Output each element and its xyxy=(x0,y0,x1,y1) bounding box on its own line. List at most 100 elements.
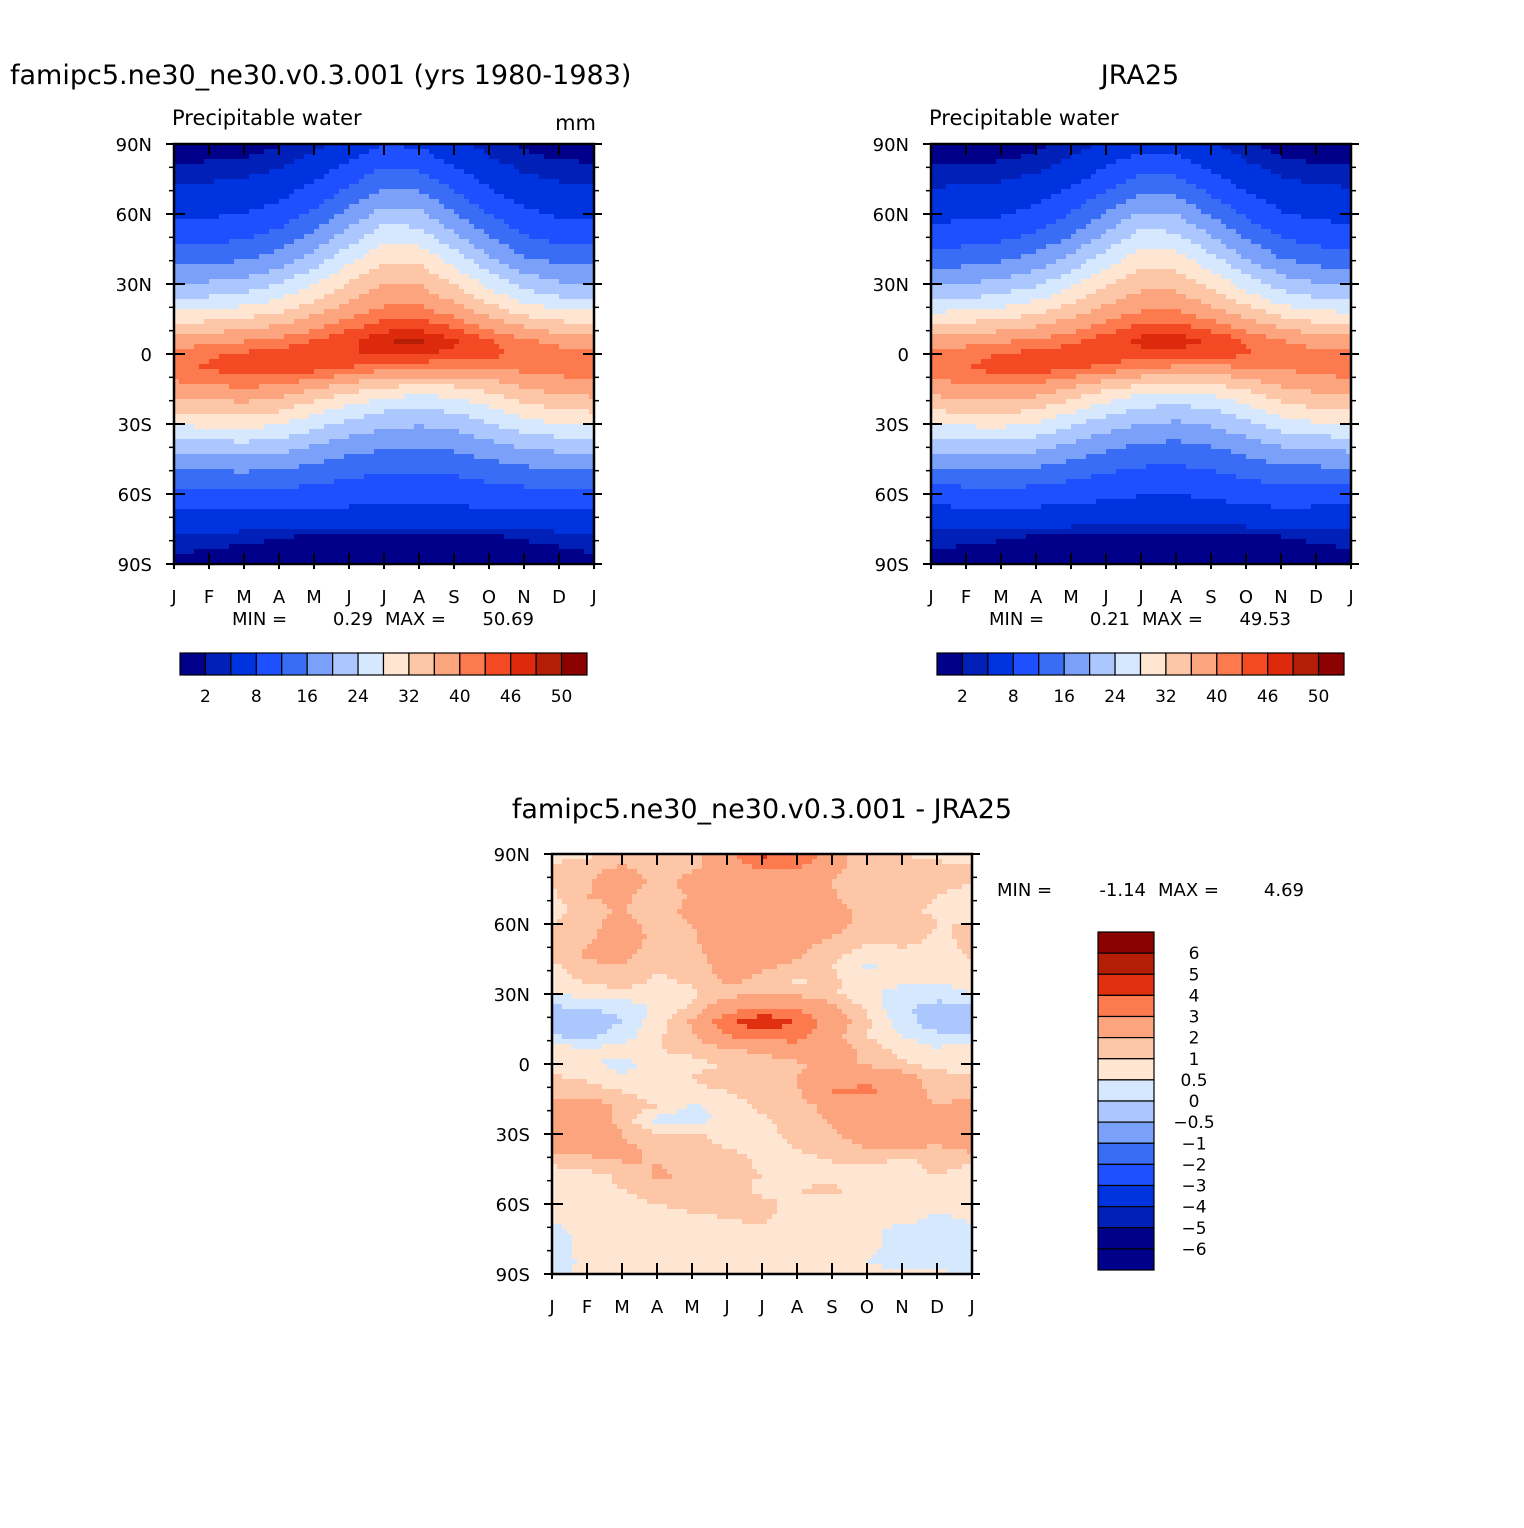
field-cell xyxy=(269,384,275,390)
field-cell xyxy=(244,379,250,385)
field-cell xyxy=(334,279,340,285)
field-cell xyxy=(474,149,480,155)
field-cell xyxy=(369,284,375,290)
field-cell xyxy=(474,384,480,390)
field-cell xyxy=(554,159,560,165)
field-cell xyxy=(204,429,210,435)
field-cell xyxy=(449,419,455,425)
field-cell xyxy=(279,199,285,205)
field-cell xyxy=(504,194,510,200)
field-cell xyxy=(454,184,460,190)
field-cell xyxy=(364,259,370,265)
field-cell xyxy=(554,219,560,225)
field-cell xyxy=(434,299,440,305)
field-cell xyxy=(494,234,500,240)
field-cell xyxy=(444,269,450,275)
field-cell xyxy=(284,244,290,250)
field-cell xyxy=(239,264,245,270)
field-cell xyxy=(519,284,525,290)
field-cell xyxy=(349,429,355,435)
field-cell xyxy=(459,264,465,270)
field-cell xyxy=(264,284,270,290)
field-cell xyxy=(209,419,215,425)
field-cell xyxy=(579,344,585,350)
field-cell xyxy=(289,189,295,195)
field-cell xyxy=(399,409,405,415)
field-cell xyxy=(509,389,515,395)
field-cell xyxy=(349,314,355,320)
field-cell xyxy=(239,199,245,205)
field-cell xyxy=(259,359,265,365)
field-cell xyxy=(449,289,455,295)
field-cell xyxy=(264,374,270,380)
field-cell xyxy=(454,294,460,300)
field-cell xyxy=(449,304,455,310)
field-cell xyxy=(424,324,430,330)
field-cell xyxy=(509,354,515,360)
field-cell xyxy=(304,249,310,255)
field-cell xyxy=(359,299,365,305)
field-cell xyxy=(359,269,365,275)
field-cell xyxy=(509,224,515,230)
field-cell xyxy=(334,274,340,280)
field-cell xyxy=(429,379,435,385)
field-cell xyxy=(239,349,245,355)
field-cell xyxy=(374,339,380,345)
field-cell xyxy=(384,254,390,260)
field-cell xyxy=(524,164,530,170)
field-cell xyxy=(234,349,240,355)
field-cell xyxy=(299,339,305,345)
field-cell xyxy=(259,279,265,285)
field-cell xyxy=(534,309,540,315)
field-cell xyxy=(294,259,300,265)
field-cell xyxy=(454,309,460,315)
field-cell xyxy=(494,204,500,210)
field-cell xyxy=(324,364,330,370)
field-cell xyxy=(549,309,555,315)
field-cell xyxy=(494,239,500,245)
field-cell xyxy=(454,274,460,280)
field-cell xyxy=(179,359,185,365)
field-cell xyxy=(454,354,460,360)
field-cell xyxy=(434,334,440,340)
field-cell xyxy=(294,299,300,305)
field-cell xyxy=(549,384,555,390)
field-cell xyxy=(569,249,575,255)
field-cell xyxy=(509,239,515,245)
field-cell xyxy=(589,224,595,230)
field-cell xyxy=(259,304,265,310)
field-cell xyxy=(179,259,185,265)
field-cell xyxy=(254,274,260,280)
field-cell xyxy=(229,404,235,410)
field-cell xyxy=(524,294,530,300)
field-cell xyxy=(384,224,390,230)
field-cell xyxy=(279,269,285,275)
field-cell xyxy=(499,194,505,200)
field-cell xyxy=(229,264,235,270)
field-cell xyxy=(529,334,535,340)
field-cell xyxy=(349,254,355,260)
field-cell xyxy=(424,149,430,155)
field-cell xyxy=(559,204,565,210)
field-cell xyxy=(429,299,435,305)
field-cell xyxy=(414,404,420,410)
field-cell xyxy=(384,204,390,210)
field-cell xyxy=(419,274,425,280)
field-cell xyxy=(269,209,275,215)
field-cell xyxy=(189,254,195,260)
field-cell xyxy=(419,319,425,325)
field-cell xyxy=(179,339,185,345)
field-cell xyxy=(254,299,260,305)
field-cell xyxy=(454,364,460,370)
field-cell xyxy=(384,349,390,355)
field-cell xyxy=(559,304,565,310)
field-cell xyxy=(184,329,190,335)
field-cell xyxy=(294,239,300,245)
field-cell xyxy=(584,214,590,220)
field-cell xyxy=(574,294,580,300)
field-cell xyxy=(264,144,270,150)
field-cell xyxy=(254,379,260,385)
field-cell xyxy=(474,304,480,310)
field-cell xyxy=(204,214,210,220)
field-cell xyxy=(364,389,370,395)
